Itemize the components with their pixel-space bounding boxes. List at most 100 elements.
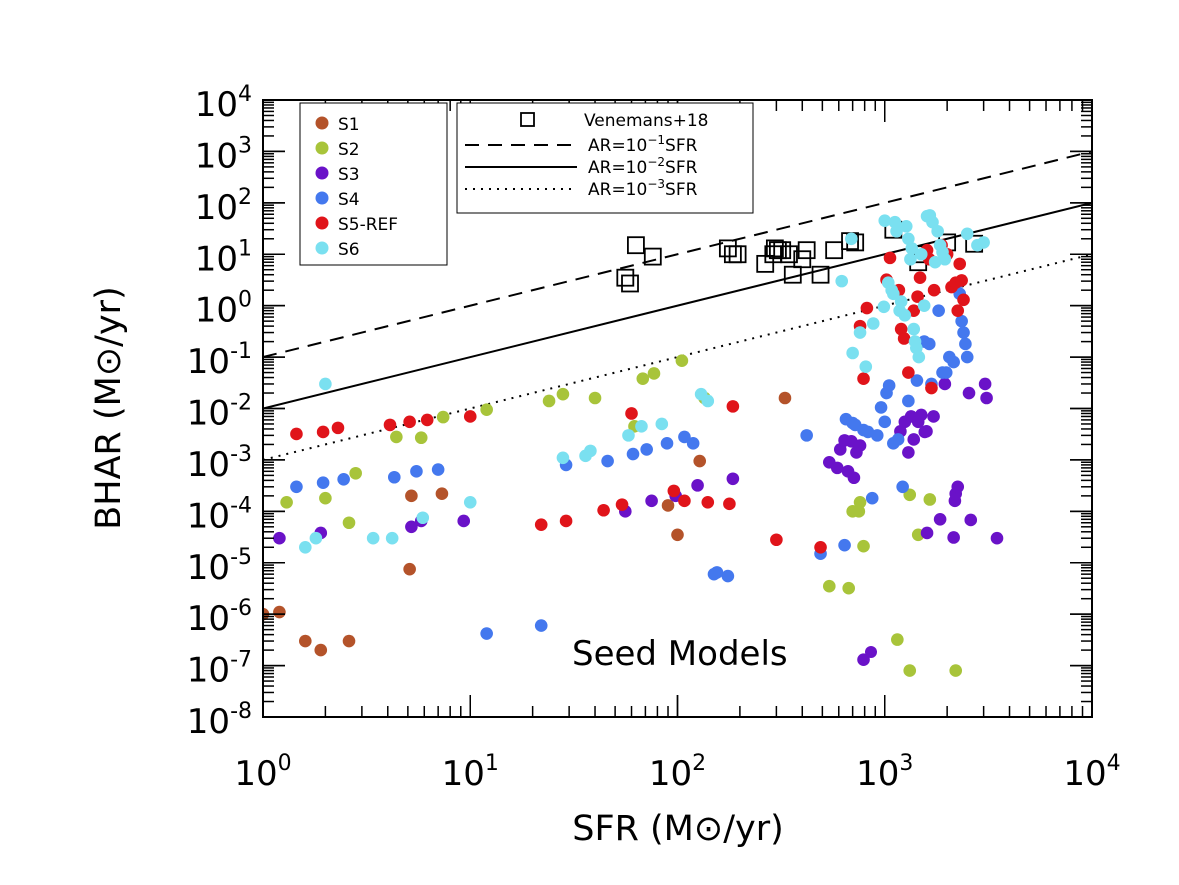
data-point-s2 [903, 664, 917, 677]
x-axis-title: SFR (M⊙/yr) [572, 809, 784, 849]
y-tick-label: 103 [195, 133, 252, 176]
y-tick-label: 10-4 [187, 493, 252, 536]
data-point-s2 [280, 495, 293, 509]
x-tick-label: 102 [649, 751, 706, 794]
data-point-s3 [962, 386, 976, 400]
series-legend-box [299, 102, 448, 266]
data-point-s4 [721, 569, 735, 583]
series-legend: S1 S2 S3 S4 S5-REF S6 [315, 115, 398, 260]
data-point-s5-ref [897, 332, 911, 345]
data-point-s2 [647, 367, 661, 380]
data-point-s2 [436, 410, 450, 424]
data-point-s5-ref [925, 381, 938, 395]
data-point-s5-ref [678, 494, 691, 508]
data-point-s3 [964, 513, 978, 527]
data-point-s5-ref [383, 418, 397, 432]
data-point-s6 [938, 252, 952, 266]
observation-point [723, 245, 742, 264]
observation-point [811, 265, 830, 284]
data-point-s4 [387, 470, 401, 484]
data-point-s4 [431, 463, 445, 476]
data-point-s3 [927, 410, 940, 423]
data-point-s6 [912, 350, 926, 364]
data-point-s3 [847, 471, 861, 485]
y-tick-label: 10-5 [187, 545, 252, 588]
data-point-s3 [902, 446, 915, 459]
data-point-s6 [866, 317, 880, 330]
data-point-s5-ref [667, 484, 681, 498]
legend-marker [315, 191, 329, 205]
data-point-s4 [290, 480, 303, 494]
data-point-s4 [686, 437, 700, 450]
data-point-s4 [316, 476, 330, 490]
data-point-s3 [457, 514, 471, 528]
data-point-s1 [403, 562, 416, 576]
data-point-s4 [865, 491, 879, 505]
data-point-s2 [853, 495, 867, 509]
data-point-s4 [955, 314, 968, 328]
data-point-s6 [904, 252, 917, 266]
data-point-s3 [857, 653, 870, 667]
data-point-s3 [726, 472, 740, 486]
data-point-s6 [366, 531, 380, 545]
legend-label: AR=10−1SFR [588, 133, 698, 156]
data-point-s1 [671, 528, 684, 542]
data-point-s5-ref [463, 410, 477, 423]
data-point-s5-ref [534, 518, 548, 531]
data-point-s4 [480, 627, 493, 640]
data-point-s4 [939, 366, 953, 379]
data-point-s2 [842, 581, 856, 595]
data-point-s6 [902, 232, 915, 246]
data-point-s3 [951, 480, 965, 494]
data-point-s5-ref [902, 366, 915, 379]
y-tick-label: 10-3 [187, 442, 252, 485]
legend-label: S2 [338, 140, 360, 160]
data-point-s2 [923, 493, 937, 506]
data-point-s5-ref [955, 274, 968, 287]
data-point-s2 [588, 391, 602, 405]
x-tick-label: 100 [234, 751, 291, 794]
observation-point [616, 268, 635, 287]
data-point-s6 [890, 224, 903, 238]
data-point-s6 [894, 295, 908, 308]
reference-lines [263, 150, 1092, 461]
data-point-s6 [899, 219, 913, 233]
data-point-s4 [957, 326, 970, 339]
data-point-s3 [980, 391, 993, 405]
y-tick-label: 104 [195, 82, 252, 125]
data-point-s4 [902, 394, 915, 408]
y-axis-title: BHAR (M⊙/yr) [89, 286, 129, 529]
data-point-s3 [853, 439, 867, 452]
data-point-s6 [931, 224, 944, 238]
x-axis-tick-labels: 100 101 102 103 104 [234, 751, 1120, 794]
data-point-s3 [920, 526, 934, 540]
data-point-s4 [947, 355, 960, 369]
x-tick-label: 101 [442, 751, 499, 794]
y-tick-label: 10-1 [187, 339, 252, 382]
y-tick-label: 101 [195, 236, 252, 279]
legend-label: S1 [338, 115, 360, 135]
data-point-s5-ref [331, 421, 345, 435]
data-point-s3 [273, 531, 286, 545]
data-point-s5-ref [911, 290, 924, 303]
observation-point [797, 241, 816, 260]
data-point-s5-ref [597, 503, 610, 517]
lines-legend: Venemans+18AR=10−1SFRAR=10−2SFRAR=10−3SF… [465, 111, 709, 200]
data-point-s3 [691, 479, 704, 492]
legend-marker [315, 141, 329, 155]
data-point-s6 [846, 346, 859, 360]
data-point-s6 [887, 287, 900, 301]
seed-models-annotation: Seed Models [572, 634, 788, 674]
data-point-s3 [933, 512, 947, 526]
data-point-s6 [960, 227, 974, 241]
y-tick-label: 10-6 [187, 596, 252, 639]
legend-label: S5-REF [338, 215, 398, 235]
data-point-s6 [635, 420, 648, 433]
data-point-s2 [480, 403, 493, 416]
data-point-s3 [947, 531, 960, 544]
data-point-s1 [342, 634, 356, 648]
data-point-s4 [710, 566, 724, 579]
data-point-s4 [959, 337, 972, 351]
lines-legend-box [456, 102, 754, 214]
legend-label: Venemans+18 [584, 111, 709, 131]
